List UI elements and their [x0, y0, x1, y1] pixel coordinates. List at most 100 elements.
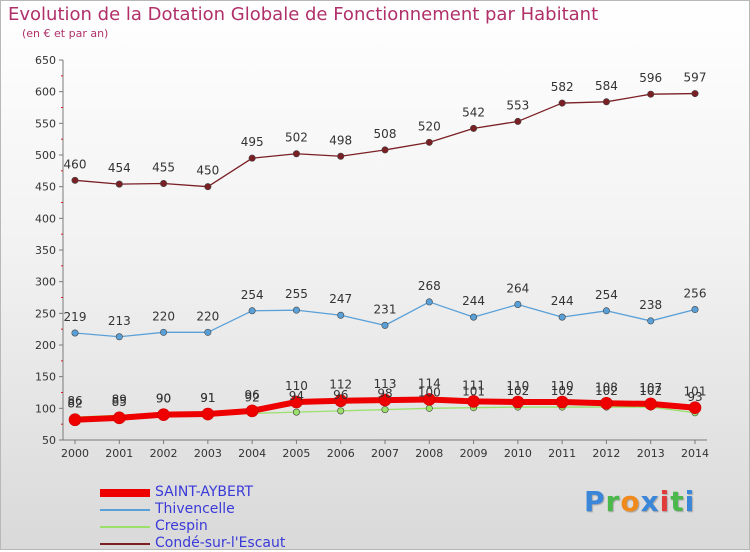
y-tick-label: 350 [35, 244, 56, 257]
legend-swatch [100, 489, 150, 497]
data-point-cond-sur-l-escaut [381, 146, 389, 154]
x-tick-label: 2005 [282, 447, 310, 460]
chart-title: Evolution de la Dotation Globale de Fonc… [8, 4, 599, 25]
data-label-crespin: 90 [156, 392, 171, 406]
data-label-crespin: 93 [687, 390, 702, 404]
data-point-thivencelle [248, 307, 256, 315]
data-label-thivencelle: 231 [374, 302, 397, 316]
data-label-thivencelle: 213 [108, 314, 131, 328]
data-point-thivencelle [558, 313, 566, 321]
data-point-crespin [381, 406, 389, 414]
data-label-saint-aybert: 108 [595, 380, 618, 394]
data-label-cond-sur-l-escaut: 502 [285, 131, 308, 145]
x-tick-label: 2010 [504, 447, 532, 460]
data-label-cond-sur-l-escaut: 597 [684, 71, 707, 85]
data-label-thivencelle: 268 [418, 279, 441, 293]
data-point-cond-sur-l-escaut [204, 183, 212, 191]
data-point-thivencelle [514, 300, 522, 308]
data-point-saint-aybert [644, 397, 658, 411]
data-point-cond-sur-l-escaut [160, 180, 168, 188]
data-label-cond-sur-l-escaut: 450 [196, 164, 219, 178]
data-label-cond-sur-l-escaut: 495 [241, 135, 264, 149]
data-point-crespin [292, 408, 300, 416]
data-point-saint-aybert [201, 407, 215, 421]
data-point-cond-sur-l-escaut [425, 138, 433, 146]
data-label-cond-sur-l-escaut: 582 [551, 80, 574, 94]
data-label-crespin: 91 [200, 391, 215, 405]
x-tick-label: 2004 [238, 447, 266, 460]
data-label-cond-sur-l-escaut: 553 [506, 98, 529, 112]
data-point-saint-aybert [334, 394, 348, 408]
data-label-saint-aybert: 112 [329, 378, 352, 392]
data-label-crespin: 89 [112, 392, 127, 406]
data-label-cond-sur-l-escaut: 542 [462, 105, 485, 119]
data-label-cond-sur-l-escaut: 460 [64, 157, 87, 171]
data-point-cond-sur-l-escaut [71, 176, 79, 184]
data-label-thivencelle: 220 [152, 309, 175, 323]
data-label-crespin: 94 [289, 389, 304, 403]
data-label-cond-sur-l-escaut: 455 [152, 161, 175, 175]
data-label-crespin: 102 [595, 384, 618, 398]
data-label-thivencelle: 254 [595, 288, 618, 302]
data-point-thivencelle [160, 328, 168, 336]
legend-label: Crespin [155, 518, 208, 534]
data-point-thivencelle [691, 306, 699, 314]
data-point-cond-sur-l-escaut [558, 99, 566, 107]
data-point-thivencelle [292, 306, 300, 314]
y-tick-label: 450 [35, 181, 56, 194]
legend-label: Condé-sur-l'Escaut [155, 535, 286, 551]
x-tick-label: 2007 [371, 447, 399, 460]
x-tick-label: 2012 [592, 447, 620, 460]
y-tick-label: 250 [35, 307, 56, 320]
data-label-thivencelle: 219 [64, 310, 87, 324]
data-label-saint-aybert: 101 [684, 385, 707, 399]
y-tick-label: 200 [35, 339, 56, 352]
legend-swatch [100, 543, 150, 545]
data-point-cond-sur-l-escaut [514, 117, 522, 125]
logo-letter: P [584, 485, 606, 518]
data-label-thivencelle: 264 [506, 281, 529, 295]
data-point-cond-sur-l-escaut [248, 154, 256, 162]
chart-legend: SAINT-AYBERT Thivencelle Crespin Condé-sur-… [100, 484, 360, 552]
x-tick-label: 2003 [194, 447, 222, 460]
x-tick-label: 2008 [415, 447, 443, 460]
data-point-cond-sur-l-escaut [691, 90, 699, 98]
data-point-thivencelle [381, 321, 389, 329]
data-point-thivencelle [204, 328, 212, 336]
data-label-saint-aybert: 114 [418, 376, 441, 390]
data-label-thivencelle: 220 [196, 309, 219, 323]
data-point-thivencelle [602, 307, 610, 315]
y-tick-label: 600 [35, 86, 56, 99]
data-point-saint-aybert [555, 395, 569, 409]
data-label-saint-aybert: 110 [285, 379, 308, 393]
x-tick-label: 2013 [637, 447, 665, 460]
x-tick-label: 2011 [548, 447, 576, 460]
data-point-saint-aybert [378, 393, 392, 407]
legend-label: SAINT-AYBERT [155, 484, 254, 500]
data-label-cond-sur-l-escaut: 454 [108, 161, 131, 175]
x-tick-label: 2002 [150, 447, 178, 460]
x-tick-label: 2009 [460, 447, 488, 460]
data-label-thivencelle: 244 [551, 294, 574, 308]
data-label-crespin: 96 [333, 388, 348, 402]
data-point-saint-aybert [157, 408, 170, 421]
data-label-saint-aybert: 91 [200, 391, 215, 405]
data-point-cond-sur-l-escaut [115, 180, 123, 188]
data-point-thivencelle [647, 317, 655, 325]
data-point-thivencelle [337, 311, 345, 319]
data-label-crespin: 102 [639, 384, 662, 398]
data-label-crespin: 101 [462, 385, 485, 399]
data-label-saint-aybert: 96 [245, 388, 260, 402]
data-label-crespin: 86 [67, 394, 82, 408]
data-label-saint-aybert: 85 [112, 395, 127, 409]
y-tick-label: 400 [35, 212, 56, 225]
data-label-cond-sur-l-escaut: 596 [639, 71, 662, 85]
legend-swatch [100, 526, 150, 528]
data-point-saint-aybert [422, 393, 436, 406]
data-label-crespin: 102 [506, 384, 529, 398]
data-label-saint-aybert: 107 [639, 381, 662, 395]
data-point-cond-sur-l-escaut [337, 152, 345, 160]
data-point-saint-aybert [112, 411, 126, 425]
y-tick-label: 100 [35, 402, 56, 415]
